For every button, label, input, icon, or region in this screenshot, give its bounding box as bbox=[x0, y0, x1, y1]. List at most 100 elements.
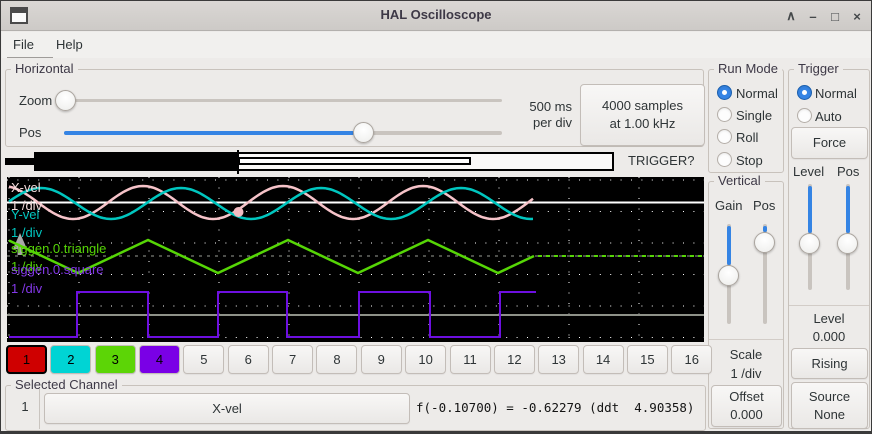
titlebar[interactable]: HAL Oscilloscope ∧ – □ × bbox=[1, 1, 871, 31]
shade-icon[interactable]: ∧ bbox=[786, 8, 796, 23]
selected-channel-name: X-vel bbox=[212, 400, 242, 416]
signal-label: siggen.0.triangle bbox=[11, 241, 107, 256]
maximize-icon[interactable]: □ bbox=[831, 8, 839, 24]
run-mode-radio-single[interactable] bbox=[717, 107, 732, 122]
record-settings-button[interactable]: 4000 samples at 1.00 kHz bbox=[580, 84, 705, 146]
offset-value: 0.000 bbox=[730, 407, 763, 422]
offset-button[interactable]: Offset 0.000 bbox=[711, 385, 782, 427]
trigger-position-bar[interactable]: TRIGGER? bbox=[1, 149, 704, 175]
menu-file[interactable]: File bbox=[13, 37, 34, 52]
run-mode-label-roll[interactable]: Roll bbox=[736, 130, 759, 145]
channel-button-14[interactable]: 14 bbox=[582, 345, 624, 374]
channel-button-4[interactable]: 4 bbox=[139, 345, 181, 374]
scale-caption: Scale bbox=[729, 347, 763, 362]
trigger-pos-slider-fill bbox=[846, 186, 850, 233]
trigger-radio-auto[interactable] bbox=[797, 108, 812, 123]
run-mode-label-normal[interactable]: Normal bbox=[736, 86, 778, 101]
trigger-question-label: TRIGGER? bbox=[628, 153, 695, 168]
scope-cursor-arrow-icon bbox=[13, 233, 27, 255]
channel-button-2[interactable]: 2 bbox=[50, 345, 92, 374]
run-mode-label-stop[interactable]: Stop bbox=[736, 153, 763, 168]
channel-button-16[interactable]: 16 bbox=[671, 345, 713, 374]
trigger-bar-left-stub bbox=[5, 158, 34, 165]
channel-button-15[interactable]: 15 bbox=[626, 345, 668, 374]
channel-button-7[interactable]: 7 bbox=[272, 345, 314, 374]
run-mode-radio-normal[interactable] bbox=[717, 85, 732, 100]
zoom-slider-track[interactable] bbox=[57, 99, 502, 102]
scale-value: 1 /div bbox=[730, 366, 762, 381]
waveform-Y-vel bbox=[8, 186, 534, 221]
vertical-pos-slider-label: Pos bbox=[753, 198, 776, 213]
signal-scale: 1 /div bbox=[11, 225, 43, 240]
force-button-label: Force bbox=[812, 135, 847, 150]
trigger-level-value: 0.000 bbox=[812, 329, 846, 344]
channel-button-6[interactable]: 6 bbox=[227, 345, 269, 374]
selected-channel-group: Selected Channel 1 X-vel f(-0.10700) = -… bbox=[5, 377, 706, 431]
channel-button-13[interactable]: 13 bbox=[538, 345, 580, 374]
run-mode-legend: Run Mode bbox=[714, 61, 782, 76]
time-per-div: 500 ms per div bbox=[492, 99, 572, 131]
gain-slider-label: Gain bbox=[715, 198, 743, 213]
channel-button-12[interactable]: 12 bbox=[493, 345, 535, 374]
channel-button-10[interactable]: 10 bbox=[405, 345, 447, 374]
channel-button-11[interactable]: 11 bbox=[449, 345, 491, 374]
gain-slider-handle[interactable] bbox=[718, 265, 739, 286]
trigger-edge-button[interactable]: Rising bbox=[791, 348, 868, 379]
horizontal-legend: Horizontal bbox=[11, 61, 78, 76]
menu-help[interactable]: Help bbox=[55, 37, 83, 52]
waveform-siggen.0.square bbox=[9, 291, 536, 338]
signal-label: siggen.0.square bbox=[11, 262, 104, 277]
trigger-level-caption: Level bbox=[813, 311, 845, 326]
trigger-label-auto[interactable]: Auto bbox=[815, 109, 842, 124]
channel-button-8[interactable]: 8 bbox=[316, 345, 358, 374]
trigger-level-slider-handle[interactable] bbox=[799, 233, 820, 254]
vertical-group: Vertical Gain Pos Scale 1 /div Offset 0.… bbox=[708, 173, 784, 429]
vertical-divider bbox=[709, 339, 783, 340]
trigger-source-button[interactable]: Source None bbox=[791, 382, 868, 429]
trigger-radio-normal[interactable] bbox=[797, 85, 812, 100]
channel-button-9[interactable]: 9 bbox=[360, 345, 402, 374]
zoom-label: Zoom bbox=[19, 93, 53, 108]
time-per-div-value: 500 ms bbox=[529, 99, 572, 114]
vertical-legend: Vertical bbox=[714, 173, 765, 188]
trigger-level-slider-fill bbox=[808, 186, 812, 233]
offset-caption: Offset bbox=[729, 389, 764, 404]
channel-button-1[interactable]: 1 bbox=[6, 345, 47, 374]
menu-underline bbox=[7, 57, 53, 58]
vertical-pos-slider-handle[interactable] bbox=[754, 232, 775, 253]
selected-channel-name-button[interactable]: X-vel bbox=[44, 393, 410, 424]
window-controls: ∧ – □ × bbox=[783, 1, 865, 31]
trigger-point-marker[interactable] bbox=[233, 207, 244, 217]
record-samples: 4000 samples bbox=[602, 98, 683, 113]
trigger-pos-slider-label: Pos bbox=[837, 164, 860, 179]
trigger-position-marker[interactable] bbox=[237, 150, 239, 174]
record-rate: at 1.00 kHz bbox=[609, 116, 676, 131]
run-mode-radio-roll[interactable] bbox=[717, 129, 732, 144]
pos-slider-fill bbox=[64, 131, 354, 135]
run-mode-radio-stop[interactable] bbox=[717, 152, 732, 167]
signal-label: X-vel bbox=[11, 180, 41, 195]
zoom-slider-handle[interactable] bbox=[55, 90, 76, 111]
pos-slider-handle[interactable] bbox=[353, 122, 374, 143]
trigger-label-normal[interactable]: Normal bbox=[815, 86, 857, 101]
selected-channel-divider bbox=[39, 389, 40, 429]
time-per-div-unit: per div bbox=[532, 115, 572, 130]
scope-canvas bbox=[7, 177, 704, 342]
trigger-source-caption: Source bbox=[808, 388, 851, 404]
trigger-level-slider-label: Level bbox=[793, 164, 825, 179]
channel-button-5[interactable]: 5 bbox=[183, 345, 225, 374]
trigger-pos-slider-handle[interactable] bbox=[837, 233, 858, 254]
vertical-pos-slider-track[interactable] bbox=[763, 224, 767, 324]
channel-button-3[interactable]: 3 bbox=[94, 345, 136, 374]
force-button[interactable]: Force bbox=[791, 127, 868, 159]
waveform-X-vel bbox=[8, 184, 534, 221]
signal-label: Y-vel bbox=[11, 207, 40, 222]
run-mode-label-single[interactable]: Single bbox=[736, 108, 773, 123]
trigger-group: Trigger Normal Auto Force Level Pos Leve… bbox=[788, 61, 870, 429]
scope-display[interactable]: X-vel 1 /div Y-vel 1 /div siggen.0.trian… bbox=[7, 177, 704, 342]
close-icon[interactable]: × bbox=[853, 8, 861, 24]
minimize-icon[interactable]: – bbox=[809, 8, 817, 24]
signal-scale: 1 /div bbox=[11, 259, 43, 274]
vertical-pos-slider-fill bbox=[763, 226, 767, 232]
trigger-bar-window bbox=[238, 157, 471, 165]
